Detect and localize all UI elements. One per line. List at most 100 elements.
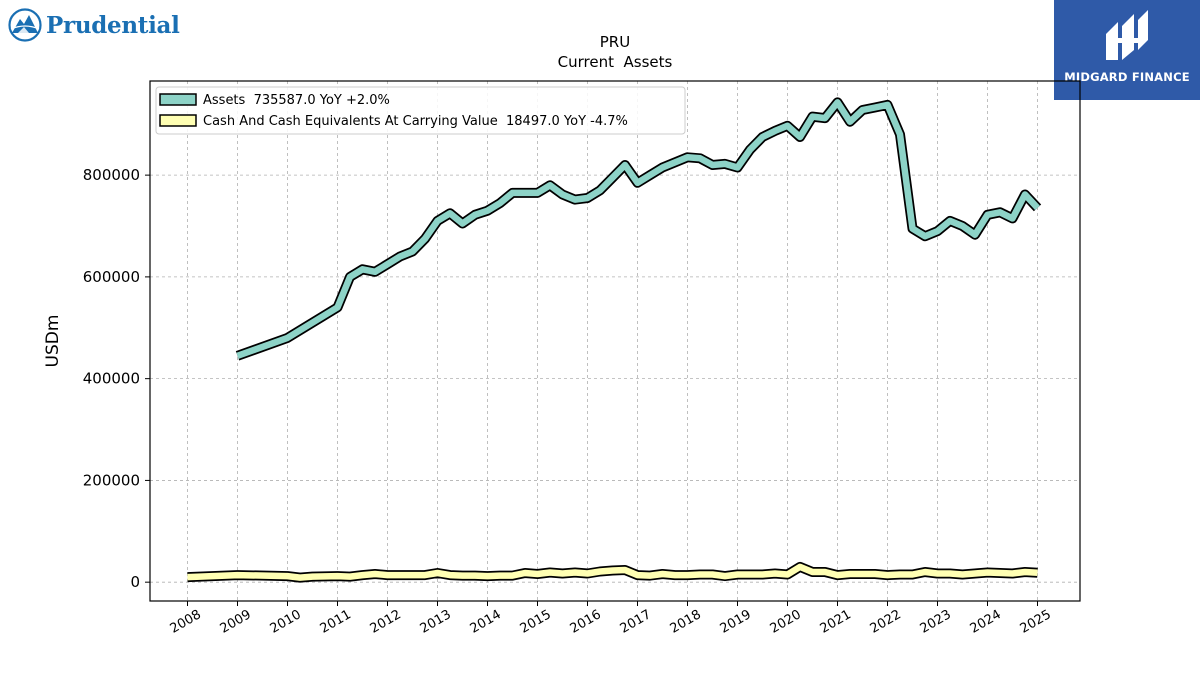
x-axis: 2008 2009 2010 2011 2012 2013 2014 2015 2016 2017…: [168, 601, 1054, 637]
assets-data-point: [887, 104, 888, 105]
cash-data-point: [437, 572, 438, 573]
series-layer: [187, 97, 1042, 583]
cash-data-point: [374, 573, 375, 574]
assets-data-point: [512, 192, 513, 193]
x-tick-label: 2013: [418, 607, 454, 637]
x-tick-label: 2015: [518, 607, 554, 637]
midgard-finance-label: MIDGARD FINANCE: [1064, 70, 1190, 84]
cash-data-point: [724, 576, 725, 577]
assets-data-point: [949, 220, 950, 221]
y-axis: 0 200000 400000 600000 800000: [83, 166, 150, 591]
assets-data-point: [787, 125, 788, 126]
assets-data-point: [762, 136, 763, 137]
series-cash: [187, 561, 1038, 583]
cash-data-point: [337, 576, 338, 577]
cash-data-point: [687, 575, 688, 576]
cash-line: [187, 563, 1038, 581]
cash-data-point: [899, 574, 900, 575]
cash-data-point: [699, 574, 700, 575]
x-tick-label: 2009: [218, 607, 254, 637]
assets-data-point: [1024, 194, 1025, 195]
assets-data-point: [849, 121, 850, 122]
assets-data-point: [999, 212, 1000, 213]
cash-data-point: [862, 573, 863, 574]
y-tick-label: 400000: [83, 370, 140, 388]
assets-data-point: [812, 116, 813, 117]
cash-data-point: [312, 576, 313, 577]
chart-subtitle: Current Assets: [558, 53, 673, 71]
assets-data-point: [537, 192, 538, 193]
assets-data-point: [487, 210, 488, 211]
cash-data-point: [587, 573, 588, 574]
assets-data-point: [549, 185, 550, 186]
cash-data-point: [1037, 572, 1038, 573]
y-axis-label: USDm: [43, 315, 63, 368]
assets-data-point: [799, 136, 800, 137]
cash-data-point: [887, 575, 888, 576]
assets-data-point: [874, 107, 875, 108]
assets-data-point: [662, 167, 663, 168]
cash-data-point: [749, 574, 750, 575]
assets-data-point: [474, 214, 475, 215]
plot-frame: [149, 80, 1081, 602]
cash-data-point: [349, 576, 350, 577]
assets-data-point: [649, 175, 650, 176]
assets-line: [236, 99, 1040, 359]
assets-data-point: [837, 102, 838, 103]
assets-data-point: [524, 192, 525, 193]
cash-data-point: [187, 577, 188, 578]
cash-data-point: [412, 575, 413, 576]
cash-data-point: [987, 572, 988, 573]
cash-data-point: [612, 570, 613, 571]
x-tick-label: 2021: [818, 607, 854, 637]
assets-data-point: [624, 164, 625, 165]
x-tick-label: 2012: [368, 607, 404, 637]
y-tick-label: 800000: [83, 166, 140, 184]
cash-data-point: [974, 573, 975, 574]
cash-data-point: [999, 572, 1000, 573]
cash-data-point: [712, 574, 713, 575]
cash-data-point: [574, 572, 575, 573]
assets-data-point: [424, 238, 425, 239]
assets-data-point: [824, 118, 825, 119]
y-tick-label: 200000: [83, 471, 140, 489]
cash-data-point: [537, 573, 538, 574]
assets-data-point: [574, 199, 575, 200]
assets-data-point: [712, 164, 713, 165]
x-tick-label: 2024: [968, 607, 1004, 637]
cash-data-point: [362, 575, 363, 576]
cash-data-point: [499, 575, 500, 576]
cash-data-point: [287, 576, 288, 577]
assets-data-point: [287, 337, 288, 338]
cash-data-point: [387, 575, 388, 576]
cash-data-point: [424, 575, 425, 576]
assets-data-point: [862, 109, 863, 110]
assets-data-point: [924, 236, 925, 237]
cash-data-point: [449, 575, 450, 576]
legend-box: [155, 86, 686, 135]
cash-data-point: [1024, 571, 1025, 572]
cash-data-point: [812, 571, 813, 572]
x-tick-label: 2019: [718, 607, 754, 637]
cash-data-point: [874, 573, 875, 574]
cash-data-point: [474, 575, 475, 576]
prudential-logo: Prudential: [8, 8, 180, 42]
x-tick-label: 2018: [668, 607, 704, 637]
assets-data-point: [962, 225, 963, 226]
x-tick-label: 2020: [768, 607, 804, 637]
x-tick-label: 2014: [468, 607, 504, 637]
cash-data-point: [962, 574, 963, 575]
cash-data-point: [237, 575, 238, 576]
x-tick-label: 2017: [618, 607, 654, 637]
assets-data-point: [749, 149, 750, 150]
assets-data-point: [599, 190, 600, 191]
cash-data-point: [949, 573, 950, 574]
cash-data-point: [849, 573, 850, 574]
assets-data-point: [237, 355, 238, 356]
assets-data-point: [637, 182, 638, 183]
assets-data-point: [399, 256, 400, 257]
assets-data-point: [449, 213, 450, 214]
cash-data-point: [787, 574, 788, 575]
cash-data-point: [637, 575, 638, 576]
cash-data-point: [599, 571, 600, 572]
